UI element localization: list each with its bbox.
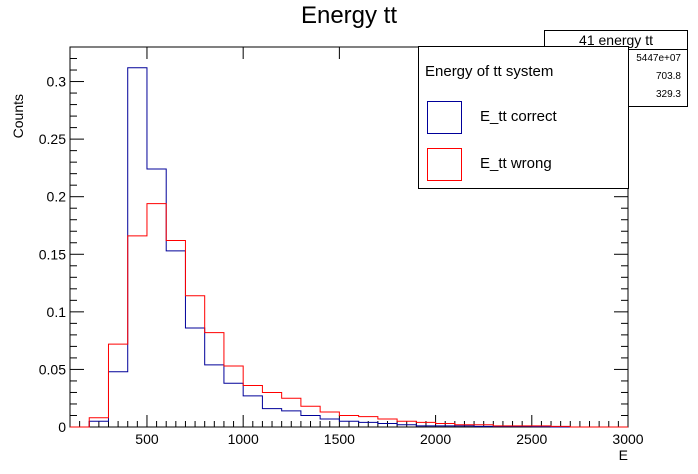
y-tick-label: 0.15: [39, 246, 66, 262]
x-tick-label: 1000: [228, 431, 259, 447]
y-tick-label: 0: [58, 419, 66, 435]
stats-std-dev: 329.3: [655, 89, 681, 100]
y-axis-label: Counts: [10, 94, 26, 138]
legend: Energy of tt system E_tt correct E_tt wr…: [418, 46, 629, 189]
y-tick-label: 0.1: [47, 304, 67, 320]
series-correct-line: [70, 67, 628, 428]
legend-swatch-wrong: [427, 148, 462, 181]
legend-label-correct: E_tt correct: [480, 108, 557, 125]
legend-title: Energy of tt system: [425, 63, 554, 80]
stats-mean: 703.8: [655, 71, 681, 82]
x-tick-label: 3000: [612, 431, 643, 447]
chart-title: Energy tt: [300, 2, 398, 29]
x-axis: 500 1000 1500 2000 2500 3000: [69, 47, 644, 447]
legend-item-wrong: E_tt wrong: [427, 148, 622, 182]
legend-swatch-correct: [427, 101, 462, 134]
series-wrong-line: [70, 203, 628, 428]
y-tick-label: 0.3: [47, 74, 67, 90]
x-axis-label: E: [619, 447, 628, 463]
y-tick-label: 0.25: [39, 131, 66, 147]
series-group: [70, 67, 628, 428]
legend-label-wrong: E_tt wrong: [480, 155, 552, 172]
legend-item-correct: E_tt correct: [427, 101, 622, 135]
x-tick-label: 1500: [324, 431, 355, 447]
y-tick-label: 0.05: [39, 361, 66, 377]
y-tick-label: 0.2: [47, 189, 67, 205]
x-tick-label: 500: [135, 431, 159, 447]
x-tick-label: 2500: [516, 431, 547, 447]
stats-entries: 5447e+07: [636, 53, 681, 64]
x-tick-label: 2000: [420, 431, 451, 447]
